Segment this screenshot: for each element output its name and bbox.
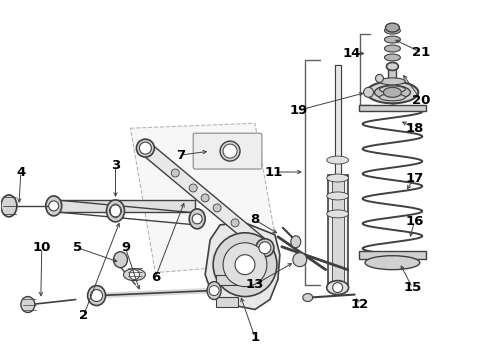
Text: 3: 3 [111, 158, 120, 172]
Text: 10: 10 [33, 241, 51, 254]
Ellipse shape [189, 209, 205, 229]
Text: 15: 15 [403, 281, 421, 294]
Ellipse shape [379, 86, 405, 93]
Ellipse shape [302, 293, 312, 302]
Ellipse shape [379, 78, 405, 85]
Text: 13: 13 [245, 278, 264, 291]
Circle shape [109, 205, 121, 217]
Ellipse shape [87, 285, 105, 306]
Ellipse shape [136, 139, 154, 157]
Circle shape [189, 184, 197, 192]
Circle shape [129, 270, 139, 280]
Polygon shape [130, 123, 279, 273]
Ellipse shape [326, 280, 348, 294]
Circle shape [192, 214, 202, 224]
Bar [327, 175, 347, 285]
Polygon shape [141, 143, 269, 253]
Bar [387, 68, 396, 88]
Text: 11: 11 [264, 166, 283, 179]
Ellipse shape [326, 210, 348, 218]
Ellipse shape [207, 282, 221, 300]
Circle shape [213, 204, 221, 212]
Bar [216, 297, 238, 306]
Bar [216, 275, 238, 285]
Circle shape [213, 233, 276, 297]
Circle shape [332, 283, 342, 293]
Ellipse shape [46, 196, 61, 216]
Text: 20: 20 [411, 94, 429, 107]
Ellipse shape [113, 252, 127, 268]
Circle shape [171, 169, 179, 177]
Text: 9: 9 [121, 241, 130, 254]
Text: 21: 21 [411, 46, 429, 59]
Ellipse shape [386, 62, 398, 71]
Text: 12: 12 [350, 298, 368, 311]
Bar [331, 175, 343, 285]
Text: 6: 6 [150, 271, 160, 284]
Ellipse shape [220, 141, 240, 161]
Ellipse shape [385, 23, 399, 32]
Circle shape [375, 75, 383, 82]
Text: 18: 18 [405, 122, 423, 135]
Circle shape [49, 201, 59, 211]
Ellipse shape [379, 94, 405, 101]
Ellipse shape [326, 174, 348, 182]
Ellipse shape [374, 85, 409, 99]
Text: 19: 19 [289, 104, 307, 117]
Circle shape [139, 142, 151, 154]
Ellipse shape [106, 200, 124, 222]
Ellipse shape [364, 256, 419, 270]
Circle shape [223, 144, 237, 158]
Ellipse shape [21, 297, 35, 312]
Ellipse shape [290, 236, 300, 248]
Text: 16: 16 [405, 215, 423, 228]
Text: 17: 17 [405, 171, 423, 185]
Circle shape [363, 87, 373, 97]
Circle shape [201, 194, 209, 202]
Circle shape [259, 242, 270, 254]
Ellipse shape [384, 54, 400, 61]
Ellipse shape [366, 81, 417, 103]
Circle shape [90, 289, 102, 302]
Text: 1: 1 [250, 331, 259, 344]
Bar [334, 66, 340, 175]
Bar [358, 105, 426, 111]
Ellipse shape [123, 269, 145, 280]
Text: 8: 8 [250, 213, 259, 226]
Polygon shape [205, 223, 279, 310]
Ellipse shape [384, 45, 400, 52]
Circle shape [209, 285, 219, 296]
Ellipse shape [384, 27, 400, 34]
Text: 14: 14 [342, 47, 360, 60]
Bar [56, 200, 195, 212]
Circle shape [230, 219, 239, 227]
Ellipse shape [383, 87, 401, 97]
Ellipse shape [1, 195, 17, 217]
Circle shape [292, 253, 306, 267]
Ellipse shape [384, 36, 400, 43]
Ellipse shape [255, 239, 273, 257]
Bar [358, 251, 426, 259]
Text: 4: 4 [16, 166, 25, 179]
FancyBboxPatch shape [193, 133, 262, 169]
Text: 7: 7 [175, 149, 184, 162]
Circle shape [235, 255, 254, 275]
Text: 2: 2 [79, 309, 88, 322]
Text: 5: 5 [73, 241, 82, 254]
Ellipse shape [326, 156, 348, 164]
Circle shape [223, 243, 266, 287]
Ellipse shape [326, 192, 348, 200]
